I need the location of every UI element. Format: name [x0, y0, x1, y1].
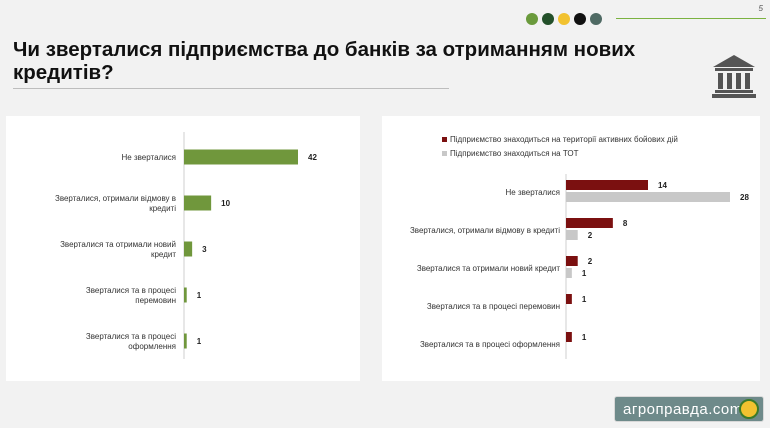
watermark-text: агроправда.com [623, 400, 743, 418]
category-label: Не зверталися [506, 188, 561, 197]
legend-label: Підприємство знаходиться на території ак… [450, 134, 678, 144]
decorative-dot [574, 13, 586, 25]
category-label: Не зверталися [122, 153, 177, 162]
bank-icon [712, 55, 756, 98]
data-label: 42 [308, 153, 317, 162]
category-label: Зверталися та в процесі оформлення [86, 332, 176, 351]
bar [566, 268, 572, 278]
data-label: 3 [202, 245, 207, 254]
decorative-dot [526, 13, 538, 25]
category-label: Зверталися та в процесі перемовин [427, 302, 560, 311]
bar [184, 241, 193, 257]
data-label: 14 [658, 181, 667, 190]
bar [184, 333, 187, 349]
bar [566, 180, 648, 190]
decorative-dot [542, 13, 554, 25]
bar [184, 149, 298, 165]
category-label: Зверталися та отримали новий кредит [417, 264, 560, 273]
decorative-dot [558, 13, 570, 25]
legend-item: Підприємство знаходиться на ТОТ [442, 146, 678, 160]
data-label: 10 [221, 199, 230, 208]
page-number: 5 [758, 4, 763, 13]
bar [566, 192, 730, 202]
data-label: 1 [197, 337, 202, 346]
chart-legend: Підприємство знаходиться на території ак… [442, 132, 678, 160]
category-label: Зверталися та в процесі оформлення [420, 340, 560, 349]
legend-swatch [442, 136, 447, 142]
watermark: агроправда.com [614, 396, 764, 422]
category-label: Зверталися та в процесі перемовин [86, 286, 176, 305]
legend-item: Підприємство знаходиться на території ак… [442, 132, 678, 146]
bar [184, 195, 212, 211]
watermark-logo-icon [739, 399, 759, 419]
chart-panel-right: Підприємство знаходиться на території ак… [382, 116, 760, 381]
data-label: 1 [582, 333, 587, 342]
legend-swatch [442, 150, 447, 156]
decorative-dot [590, 13, 602, 25]
decorative-dots [526, 13, 602, 25]
chart-panel-left: Не зверталися 42 Зверталися, отримали відм… [6, 116, 360, 381]
title-underline [13, 88, 449, 89]
bar-chart-all-enterprises: Не зверталися 42 Зверталися, отримали відм… [55, 132, 317, 359]
data-label: 1 [582, 295, 587, 304]
data-label: 8 [623, 219, 628, 228]
bar [566, 294, 572, 304]
bar [566, 230, 578, 240]
page-title: Чи зверталися підприємства до банків за … [13, 38, 636, 84]
data-label: 28 [740, 193, 749, 202]
bar [184, 287, 187, 303]
legend-label: Підприємство знаходиться на ТОТ [450, 148, 579, 158]
bar [566, 256, 578, 266]
data-label: 1 [582, 269, 587, 278]
data-label: 2 [588, 257, 593, 266]
category-label: Зверталися та отримали новий кредит [60, 240, 176, 259]
decorative-line [616, 18, 766, 19]
bar [566, 332, 572, 342]
category-label: Зверталися, отримали відмову в кредиті [55, 194, 176, 213]
data-label: 1 [197, 291, 202, 300]
category-label: Зверталися, отримали відмову в кредиті [410, 226, 560, 235]
data-label: 2 [588, 231, 593, 240]
bar [566, 218, 613, 228]
